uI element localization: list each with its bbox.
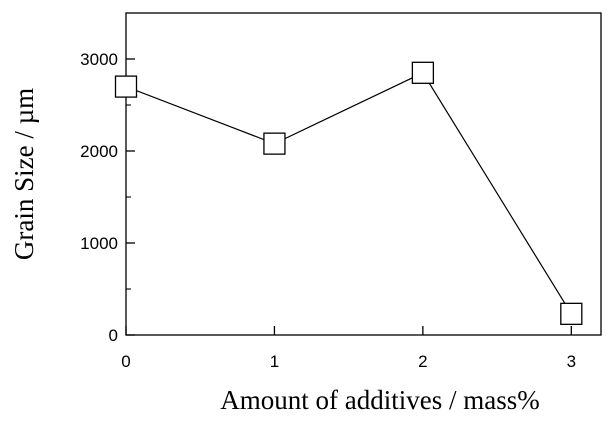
- y-tick-label: 3000: [80, 50, 118, 69]
- data-point-marker: [114, 75, 138, 98]
- series-line: [125, 72, 572, 315]
- data-point-marker: [560, 302, 583, 325]
- x-tick-label: 1: [270, 352, 279, 371]
- data-series: [114, 61, 583, 325]
- data-point-marker: [263, 132, 286, 155]
- x-tick-label: 0: [121, 352, 130, 371]
- x-axis-title: Amount of additives / mass%: [220, 385, 539, 415]
- axis-ticks: [125, 58, 572, 336]
- tick-labels: 0 1000 2000 3000 0 1 2 3: [80, 50, 576, 371]
- data-point-marker: [411, 61, 435, 84]
- y-tick-label: 1000: [80, 234, 118, 253]
- y-axis-title: Grain Size / µm: [9, 88, 39, 260]
- x-tick-label: 3: [567, 352, 576, 371]
- y-tick-label: 2000: [80, 142, 118, 161]
- x-tick-label: 2: [418, 352, 427, 371]
- plot-frame: [125, 12, 602, 336]
- y-tick-label: 0: [109, 326, 118, 345]
